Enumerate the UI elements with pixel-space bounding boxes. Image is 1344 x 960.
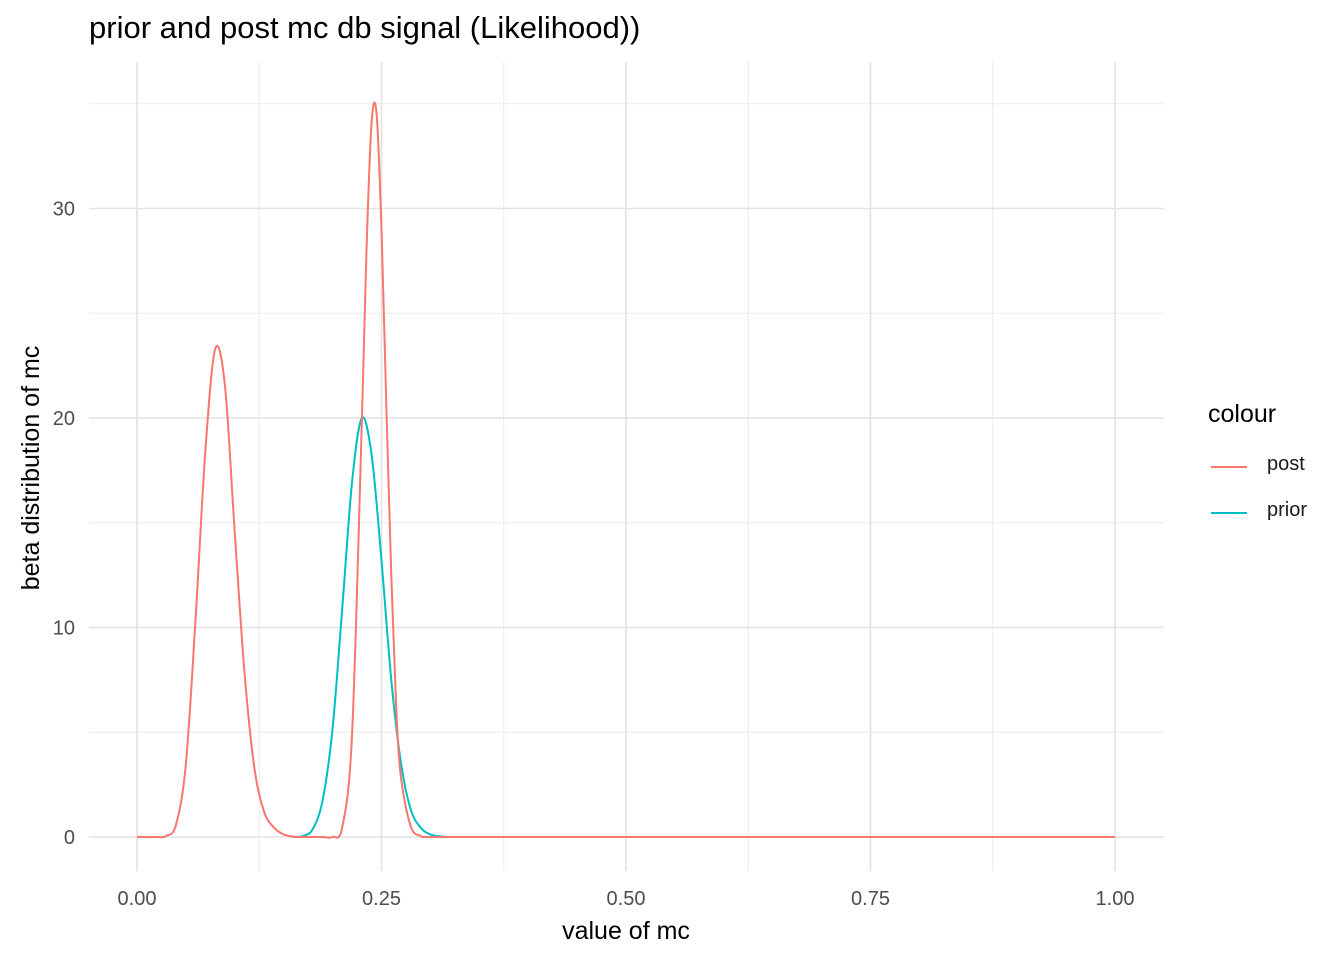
x-tick-label: 0.50	[607, 888, 646, 910]
legend-title: colour	[1208, 400, 1277, 428]
series-line-prior	[293, 416, 455, 839]
y-tick-label: 0	[64, 827, 75, 849]
legend-swatch-post	[1211, 466, 1247, 468]
x-tick-label: 0.25	[362, 888, 401, 910]
legend-item-post: post	[1208, 453, 1338, 483]
legend-label-prior: prior	[1267, 499, 1308, 521]
x-axis-label: value of mc	[562, 917, 690, 945]
axes: 0.00 0.25 0.50 0.75 1.00 0 10 20 30	[53, 199, 1135, 911]
x-tick-label: 1.00	[1096, 888, 1135, 910]
legend-swatch-prior	[1211, 512, 1247, 514]
legend-item-prior: prior	[1208, 499, 1338, 529]
series-lines	[136, 101, 1115, 839]
x-tick-label: 0.00	[118, 888, 157, 910]
chart-title: prior and post mc db signal (Likelihood)…	[89, 10, 641, 45]
legend-label-post: post	[1267, 453, 1305, 475]
y-tick-label: 10	[53, 618, 75, 640]
y-axis-label: beta distribution of mc	[17, 346, 45, 591]
gridlines	[89, 62, 1164, 871]
y-tick-label: 20	[53, 408, 75, 430]
y-tick-label: 30	[53, 199, 75, 221]
series-line-post	[136, 101, 1115, 839]
legend: colour post prior	[1208, 400, 1307, 521]
x-tick-label: 0.75	[851, 888, 890, 910]
